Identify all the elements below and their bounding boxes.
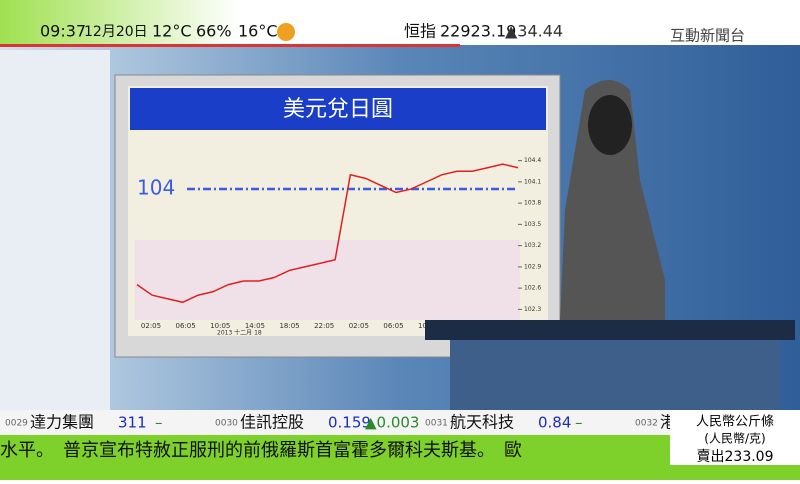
index-change: ▲34.44	[505, 22, 563, 41]
x-tick-label: 02:05	[349, 322, 369, 330]
y-tick-label: 102.6	[524, 285, 541, 292]
stock-name: 達力集團	[30, 413, 94, 432]
temp-high: 16°C	[238, 22, 278, 41]
top-bar	[0, 0, 800, 45]
y-tick-label: 103.8	[524, 200, 541, 207]
x-tick-label: 18:05	[279, 322, 299, 330]
screen-title-bar	[130, 88, 546, 130]
x-tick-label: 02:05	[141, 322, 161, 330]
logo: 互動新聞台	[670, 27, 745, 45]
gold-unit: (人民幣/克)	[704, 432, 765, 446]
temp: 12°C	[152, 22, 192, 41]
index-value: 22923.19	[440, 22, 516, 41]
weather-icon	[277, 23, 295, 41]
chart-shade	[135, 240, 520, 320]
stock-price: 0.159	[328, 414, 371, 432]
stock-change: –	[155, 414, 163, 432]
ref-label: 104	[137, 175, 175, 199]
price-line	[136, 163, 519, 304]
x-tick-label: 22:05	[314, 322, 334, 330]
news-bar	[0, 435, 670, 465]
date-label: 2013 十二月 18	[217, 329, 262, 337]
stock-price: 311	[118, 414, 147, 432]
stock-code: 0031	[425, 419, 448, 429]
x-tick-label: 14:05	[245, 322, 265, 330]
humidity: 66%	[196, 22, 232, 41]
x-tick-label: 06:05	[383, 322, 403, 330]
top-line	[0, 44, 460, 47]
stock-change: ▲0.003	[365, 414, 419, 432]
bottom-strip	[0, 465, 800, 480]
gold-title: 人民幣公斤條	[696, 415, 774, 430]
y-tick-label: 102.3	[524, 306, 541, 313]
stock-code: 0032	[635, 419, 658, 429]
desk-base	[450, 340, 780, 410]
stock-name: 佳訊控股	[240, 413, 304, 432]
stock-change: –	[575, 414, 583, 432]
x-tick-label: 06:05	[176, 322, 196, 330]
stock-name: 航天科技	[450, 413, 514, 432]
y-tick-label: 103.2	[524, 242, 541, 249]
x-tick-label: 10:05	[210, 322, 230, 330]
studio-pillar	[0, 50, 110, 410]
screen-title: 美元兌日圓	[283, 97, 393, 122]
presenter	[560, 80, 665, 320]
presenter-hair	[588, 95, 632, 155]
desk	[425, 320, 795, 340]
y-tick-label: 103.5	[524, 221, 541, 228]
date: 12月20日	[84, 24, 148, 40]
time: 09:37	[40, 22, 86, 41]
stock-price: 0.84	[538, 414, 571, 432]
y-tick-label: 102.9	[524, 263, 541, 270]
screen-chart: 104.4 104.1 103.8 103.5 103.2 102.9 102.6 102.3…	[136, 157, 541, 337]
stock-code: 0029	[5, 419, 28, 429]
y-tick-label: 104.4	[524, 157, 541, 164]
y-tick-label: 104.1	[524, 178, 541, 185]
news-text: 水平。 普京宣布特赦正服刑的前俄羅斯首富霍多爾科夫斯基。 歐	[0, 440, 522, 461]
stock-code: 0030	[215, 419, 238, 429]
stock-ticker	[0, 410, 670, 435]
index-name: 恒指	[404, 22, 436, 41]
gold-sell: 賣出233.09	[697, 449, 774, 465]
